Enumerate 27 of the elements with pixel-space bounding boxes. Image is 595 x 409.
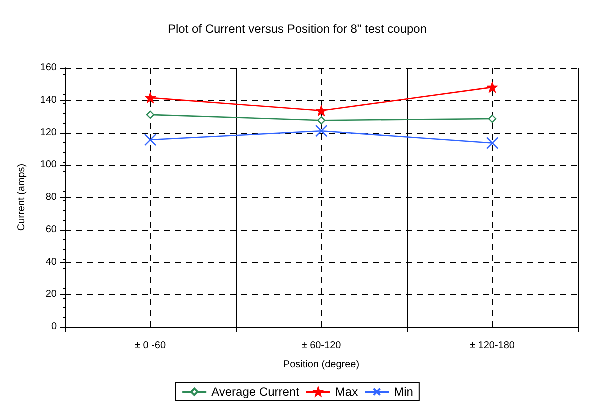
legend-label: Max	[335, 385, 358, 399]
y-tick-label: 140	[40, 94, 58, 106]
x-axis-title: Position (degree)	[283, 360, 360, 370]
point	[315, 124, 328, 138]
point	[488, 114, 497, 124]
x-tick-label: ± 120-180	[470, 340, 516, 352]
legend-label: Average Current	[212, 385, 300, 399]
point	[317, 116, 326, 125]
x-tick-label: ± 60-120	[302, 340, 342, 352]
point	[486, 137, 499, 150]
y-tick-label: 40	[46, 256, 58, 268]
y-tick-label: 0	[51, 322, 58, 332]
y-tick-label: 60	[46, 224, 58, 236]
point	[486, 82, 498, 94]
point	[146, 110, 155, 120]
y-tick-label: 160	[40, 62, 58, 74]
legend-label: Min	[394, 385, 414, 399]
y-axis-title: Current (amps)	[16, 164, 28, 232]
point	[144, 134, 157, 146]
x-tick-label: ± 0 -60	[134, 340, 166, 352]
chart-title: Plot of Current versus Position for 8" test coupon	[168, 22, 428, 36]
point	[316, 105, 328, 117]
point	[144, 92, 156, 104]
y-tick-label: 120	[40, 127, 58, 138]
y-tick-label: 80	[46, 192, 58, 203]
y-tick-label: 100	[40, 160, 58, 171]
y-tick-label: 20	[46, 289, 58, 300]
